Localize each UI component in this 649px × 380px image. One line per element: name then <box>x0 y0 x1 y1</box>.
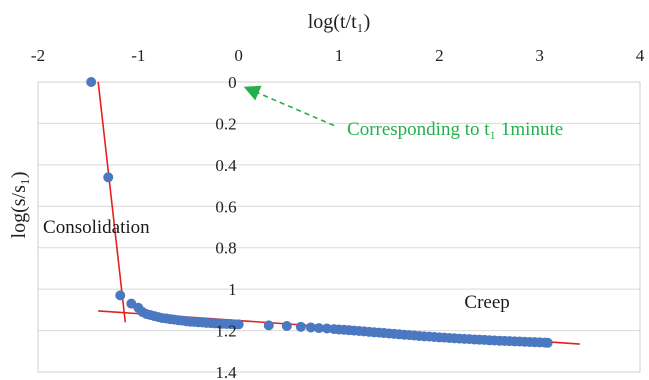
y-tick-label: 0 <box>228 73 237 92</box>
annotations: Consolidation Creep Corresponding to t₁ 1m… <box>43 85 563 313</box>
x-tick-label: 1 <box>335 46 344 65</box>
data-point <box>542 337 553 348</box>
data-point <box>281 321 292 332</box>
annotation-arrow <box>243 85 335 127</box>
y-tick-label: 0.8 <box>215 239 236 258</box>
x-tick-label: 4 <box>636 46 645 65</box>
data-point <box>305 322 316 333</box>
y-tick-label: 1.4 <box>215 363 237 380</box>
trendline-consolidation <box>97 81 127 323</box>
x-tick-label: 2 <box>435 46 444 65</box>
data-point <box>233 319 244 330</box>
gridlines <box>38 81 640 373</box>
y-tick-label: 0.4 <box>215 156 237 175</box>
y-tick-label: 0.2 <box>215 114 236 133</box>
y-tick-labels: 0 0.2 0.4 0.6 0.8 1 1.2 1.4 <box>215 73 237 380</box>
plot-frame <box>37 81 641 373</box>
x-axis-label: log(t/t₁) <box>308 11 371 33</box>
data-point <box>115 290 126 301</box>
data-point <box>263 320 274 331</box>
annotation-corresponding: Corresponding to t₁ 1minute <box>347 119 563 140</box>
annotation-consolidation: Consolidation <box>43 217 150 238</box>
data-point <box>313 323 324 334</box>
plot-border <box>37 81 641 373</box>
x-tick-label: -1 <box>131 46 145 65</box>
x-tick-label: 0 <box>234 46 243 65</box>
data-point <box>103 172 114 183</box>
x-tick-labels: -2 -1 0 1 2 3 4 <box>31 46 645 65</box>
data-point <box>295 321 306 332</box>
y-tick-label: 0.6 <box>215 197 236 216</box>
data-point <box>86 77 97 87</box>
annotation-creep: Creep <box>464 292 509 313</box>
x-tick-label: -2 <box>31 46 45 65</box>
y-axis-label: log(s/s₁) <box>8 172 30 239</box>
x-tick-label: 3 <box>535 46 544 65</box>
data-points <box>86 77 553 348</box>
y-tick-label: 1 <box>228 280 237 299</box>
y-tick-label: 1.2 <box>215 322 236 341</box>
